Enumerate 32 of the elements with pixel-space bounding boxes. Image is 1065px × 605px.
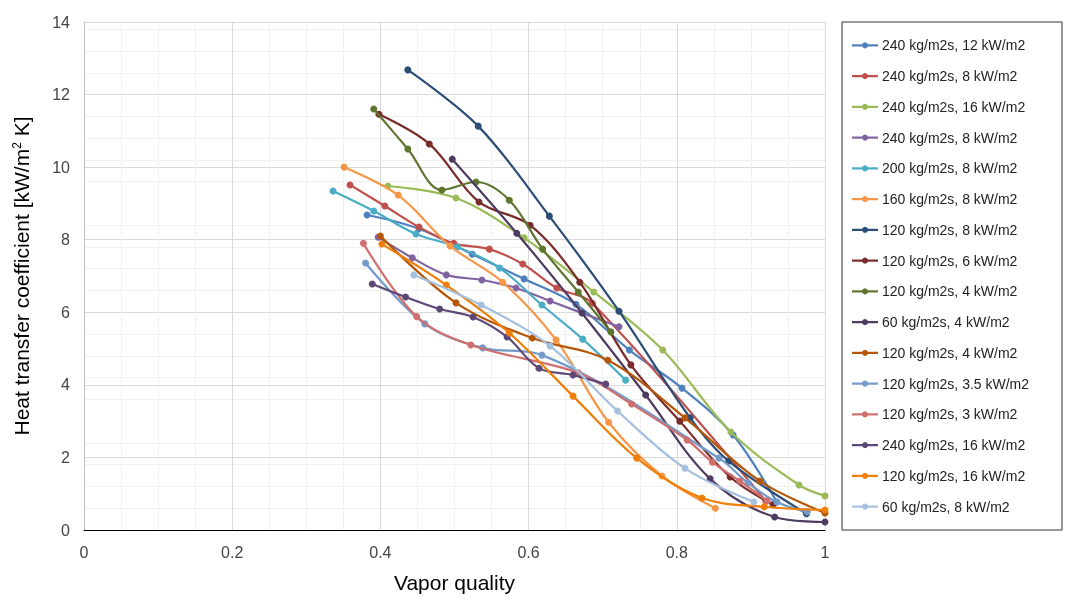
legend-label: 160 kg/m2s, 8 kW/m2 bbox=[882, 191, 1018, 208]
y-tick-label: 14 bbox=[52, 13, 71, 31]
legend-label: 120 kg/m2s, 8 kW/m2 bbox=[882, 221, 1018, 238]
legend-label: 240 kg/m2s, 8 kW/m2 bbox=[882, 68, 1018, 85]
x-tick-label: 0.4 bbox=[369, 543, 392, 561]
x-tick-label: 0 bbox=[79, 543, 89, 561]
legend-label: 240 kg/m2s, 12 kW/m2 bbox=[882, 37, 1026, 54]
legend-label: 60 kg/m2s, 8 kW/m2 bbox=[882, 498, 1010, 515]
legend-label: 120 kg/m2s, 3.5 kW/m2 bbox=[882, 375, 1030, 392]
y-tick-label: 10 bbox=[52, 158, 71, 176]
legend-label: 120 kg/m2s, 16 kW/m2 bbox=[882, 467, 1026, 484]
legend-label: 120 kg/m2s, 4 kW/m2 bbox=[882, 344, 1018, 361]
legend-label: 240 kg/m2s, 16 kW/m2 bbox=[882, 98, 1026, 115]
x-tick-label: 0.2 bbox=[221, 543, 244, 561]
x-tick-label: 0.8 bbox=[665, 543, 689, 561]
legend-label: 240 kg/m2s, 8 kW/m2 bbox=[882, 129, 1018, 146]
x-tick-label: 0.6 bbox=[517, 543, 540, 561]
legend-label: 120 kg/m2s, 3 kW/m2 bbox=[882, 406, 1018, 423]
x-tick-label: 1 bbox=[820, 543, 830, 561]
legend-label: 120 kg/m2s, 4 kW/m2 bbox=[882, 283, 1018, 300]
y-tick-label: 0 bbox=[61, 521, 71, 539]
y-axis-title: Heat transfer coefficient [kW/m2 K] bbox=[10, 116, 33, 436]
y-tick-label: 6 bbox=[61, 303, 71, 321]
y-tick-label: 12 bbox=[52, 86, 71, 104]
y-tick-label: 8 bbox=[61, 231, 71, 249]
legend-label: 240 kg/m2s, 16 kW/m2 bbox=[882, 437, 1026, 454]
legend-label: 60 kg/m2s, 4 kW/m2 bbox=[882, 314, 1010, 331]
x-axis-title: Vapor quality bbox=[393, 571, 516, 594]
legend-label: 200 kg/m2s, 8 kW/m2 bbox=[882, 160, 1018, 177]
y-tick-label: 4 bbox=[61, 376, 71, 394]
legend-label: 120 kg/m2s, 6 kW/m2 bbox=[882, 252, 1018, 269]
y-tick-label: 2 bbox=[61, 448, 71, 466]
